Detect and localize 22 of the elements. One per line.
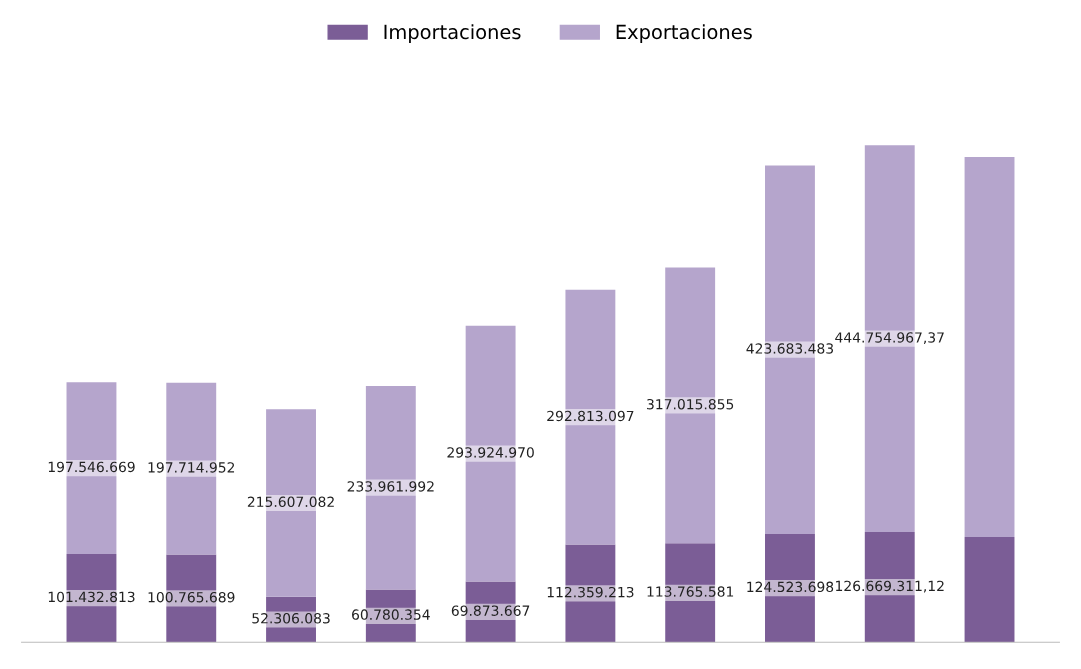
data-label: 101.432.813 xyxy=(48,591,135,603)
data-label: 197.714.952 xyxy=(148,462,235,473)
data-label: 423.683.483 xyxy=(746,343,834,354)
data-label: 292.813.097 xyxy=(547,410,634,422)
data-label: 293.924.970 xyxy=(447,447,534,458)
data-label: 52.306.083 xyxy=(252,613,330,624)
data-label: 197.546.669 xyxy=(48,461,135,473)
data-label: 100.765.689 xyxy=(148,591,235,603)
data-label: 215.607.082 xyxy=(247,496,334,508)
data-label: 444.754.967,37 xyxy=(835,332,944,345)
data-label: 317.015.855 xyxy=(647,398,734,410)
data-label: 69.873.667 xyxy=(451,605,530,616)
data-label: 126.669.311,12 xyxy=(836,580,944,593)
data-label: 113.765.581 xyxy=(647,586,734,597)
data-label: 233.961.992 xyxy=(347,481,434,492)
legend-label: Importaciones xyxy=(384,24,521,44)
bar xyxy=(964,536,1015,643)
data-label: 112.359.213 xyxy=(547,586,634,598)
data-label: 60.780.354 xyxy=(352,609,430,620)
legend-label: Exportaciones xyxy=(616,24,752,44)
bar xyxy=(964,157,1015,537)
data-label: 124.523.698 xyxy=(747,581,834,593)
